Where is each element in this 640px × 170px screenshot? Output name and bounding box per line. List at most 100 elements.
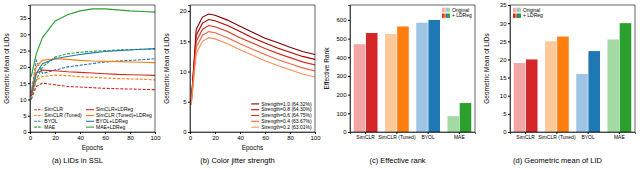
x-tick-label: 40 — [237, 135, 244, 141]
y-tick-label: 5 — [23, 113, 27, 119]
series-line — [191, 38, 315, 105]
y-tick: 35 — [20, 15, 30, 21]
y-tick-label: 30 — [20, 32, 27, 38]
x-tick: 100 — [310, 132, 321, 141]
y-tick: 30 — [500, 21, 510, 27]
y-tick-mark — [508, 41, 510, 42]
legend-swatch — [517, 14, 519, 18]
y-tick-label: 20 — [500, 57, 507, 63]
y-tick-mark — [508, 23, 510, 24]
y-tick-mark — [188, 102, 190, 103]
x-tick-label: BYOL — [581, 134, 595, 140]
x-tick: 60 — [262, 132, 269, 141]
caption: (b) Color jitter strength — [200, 156, 275, 165]
y-tick-mark — [28, 99, 30, 100]
x-tick: 100 — [150, 132, 161, 141]
y-tick-mark — [28, 18, 30, 19]
y-tick: 15 — [20, 81, 30, 87]
x-tick-mark — [130, 132, 131, 134]
legend-line — [86, 109, 94, 110]
legend-column: Original+ LDReg — [442, 7, 472, 19]
x-tick: 20 — [212, 132, 219, 141]
y-tick-label: 30 — [500, 21, 507, 27]
y-tick: 0 — [503, 129, 510, 135]
legend-line — [86, 121, 94, 122]
x-tick: 0 — [29, 132, 33, 141]
panel: 02040608010005101520EpochsGeometric Mean… — [163, 5, 321, 165]
y-tick-label: 15 — [20, 81, 27, 87]
y-axis: 05101520253035 — [20, 6, 31, 136]
bar — [557, 37, 569, 132]
plot-frame — [190, 5, 315, 132]
legend-line — [251, 115, 259, 116]
y-tick: 30 — [20, 32, 30, 38]
x-tick-mark — [290, 132, 291, 134]
x-axis-line — [191, 133, 316, 135]
x-axis-title: Epochs — [242, 144, 264, 152]
x-tick: 80 — [287, 132, 294, 141]
legend-entry: + LDReg — [442, 12, 472, 18]
x-tick: 40 — [77, 132, 84, 141]
y-tick-label: 0 — [183, 129, 187, 135]
bar — [354, 44, 366, 132]
y-tick-mark — [28, 83, 30, 84]
x-tick: SimCLR — [356, 132, 375, 140]
y-tick: 100 — [336, 111, 350, 117]
legend-swatch — [517, 8, 519, 12]
bar — [385, 34, 397, 132]
legend-label: + LDReg — [523, 12, 543, 18]
x-tick-label: MAE — [454, 134, 466, 140]
x-tick: BYOL — [581, 132, 595, 140]
y-axis: 05101520253035 — [500, 2, 511, 135]
x-tick-label: 60 — [102, 135, 109, 141]
bar — [514, 63, 526, 132]
legend-label: Strength=0.2 (63.01%) — [261, 124, 312, 130]
x-tick-label: SimCLR (Tuned) — [538, 134, 576, 140]
legend-swatch — [519, 8, 521, 12]
y-tick-mark — [28, 51, 30, 52]
plot-frame — [510, 5, 635, 132]
y-tick: 25 — [20, 48, 30, 54]
y-tick-mark — [28, 67, 30, 68]
legend-line — [251, 103, 259, 104]
x-tick: MAE — [454, 132, 466, 140]
legend-swatch — [442, 14, 444, 18]
legend-entry: MAE+LDReg — [86, 124, 126, 130]
y-tick-mark — [508, 96, 510, 97]
y-tick: 10 — [180, 69, 190, 75]
legend-line — [34, 109, 42, 110]
bar — [607, 39, 619, 132]
x-axis: SimCLRSimCLR (Tuned)BYOLMAE — [511, 132, 636, 140]
x-tick-label: SimCLR (Tuned) — [378, 134, 416, 140]
y-tick-mark — [508, 132, 510, 133]
x-tick-mark — [55, 132, 56, 134]
panel: SimCLRSimCLR (Tuned)BYOLMAE0510152025303… — [483, 2, 636, 165]
bar — [428, 20, 440, 132]
series-line — [31, 75, 155, 96]
legend-line — [251, 109, 259, 110]
plot-area — [354, 20, 472, 132]
y-tick-mark — [28, 132, 30, 133]
y-tick-mark — [508, 78, 510, 79]
x-axis: SimCLRSimCLR (Tuned)BYOLMAE — [351, 132, 476, 140]
x-axis: 020406080100 — [29, 132, 161, 141]
y-tick-mark — [348, 132, 350, 133]
bar — [588, 51, 600, 132]
legend-label: MAE — [44, 124, 56, 130]
y-tick: 5 — [23, 113, 30, 119]
y-tick: 20 — [20, 64, 30, 70]
y-tick-label: 25 — [500, 39, 507, 45]
caption: (a) LIDs in SSL — [52, 156, 103, 165]
y-axis-title: Geometric Mean of LIDs — [163, 33, 170, 104]
y-tick-label: 5 — [183, 99, 187, 105]
bar — [526, 59, 538, 132]
series-line — [31, 49, 155, 93]
x-tick-label: 40 — [77, 135, 84, 141]
plot-frame — [350, 5, 475, 132]
y-tick-mark — [348, 113, 350, 114]
legend: SimCLRSimCLR (Tuned)BYOLMAESimCLR+LDRegS… — [34, 106, 152, 129]
legend-label: + LDReg — [452, 12, 472, 18]
y-tick-label: 0 — [23, 129, 27, 135]
legend-column: Original+ LDReg — [513, 7, 543, 19]
series-line — [191, 32, 315, 105]
